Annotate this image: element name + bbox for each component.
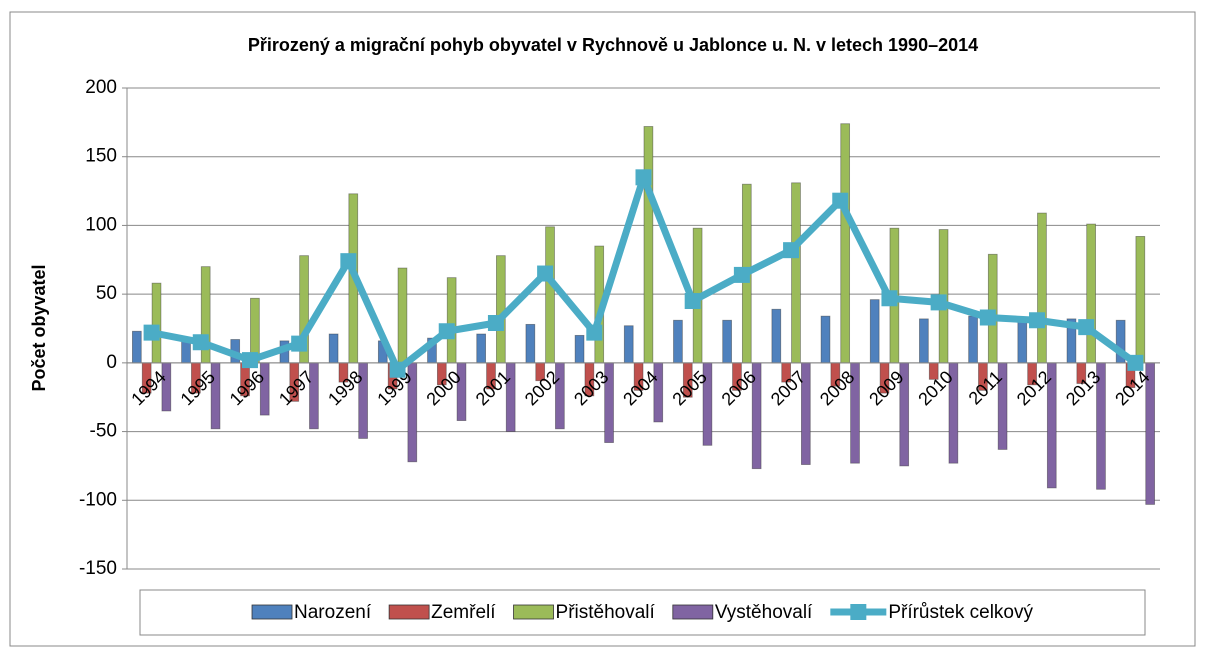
line-marker <box>881 290 898 307</box>
chart-title: Přirozený a migrační pohyb obyvatel v Ry… <box>248 35 978 55</box>
legend-label: Narození <box>294 602 372 623</box>
bar <box>259 362 270 416</box>
y-tick-label: 50 <box>96 283 117 304</box>
line-marker <box>1127 354 1144 371</box>
bar <box>328 333 339 364</box>
bar <box>505 362 516 432</box>
bar <box>673 319 683 364</box>
legend-item: Přistěhovalí <box>513 602 656 623</box>
bar <box>446 277 457 364</box>
legend-label: Přírůstek celkový <box>888 602 1033 623</box>
line-marker <box>143 324 160 341</box>
line-marker <box>586 324 603 341</box>
legend-label: Zemřelí <box>431 602 496 623</box>
bar <box>496 255 506 364</box>
bar <box>791 182 801 364</box>
line-marker <box>930 294 947 311</box>
bar <box>397 267 408 364</box>
legend-key <box>513 604 554 620</box>
line-marker <box>733 266 750 283</box>
y-tick-label: 200 <box>85 77 117 98</box>
legend-key <box>672 604 714 620</box>
bar <box>771 308 782 364</box>
line-marker <box>832 192 849 209</box>
legend-item: Vystěhovalí <box>672 602 813 623</box>
y-axis-label: Počet obyvatel <box>29 264 49 391</box>
y-tick-label: 150 <box>85 146 117 167</box>
bar <box>574 334 585 364</box>
bar <box>840 123 851 364</box>
y-tick-label: -50 <box>90 421 117 442</box>
line-marker <box>389 361 406 378</box>
bar <box>132 330 142 364</box>
y-tick-label: -100 <box>79 489 117 510</box>
y-tick-label: 0 <box>106 352 117 373</box>
y-tick-label: 100 <box>85 214 117 235</box>
bar <box>210 362 221 430</box>
legend: Narození Zemřelí Přistěhovalí Vystěhovalí Př… <box>139 589 1146 636</box>
legend-label: Vystěhovalí <box>715 602 813 623</box>
line-marker <box>192 334 209 351</box>
bar <box>1037 212 1047 364</box>
legend-item: Zemřelí <box>388 602 496 623</box>
line-marker <box>979 309 996 326</box>
bar <box>1135 236 1146 364</box>
line-marker <box>783 242 800 259</box>
bar <box>309 362 319 430</box>
bar <box>151 282 162 364</box>
line-marker <box>537 265 554 282</box>
line-marker <box>684 293 701 310</box>
line-marker <box>1078 319 1095 336</box>
bar <box>968 315 978 364</box>
line-marker <box>438 323 455 340</box>
y-tick-label: -150 <box>79 558 117 579</box>
bar <box>653 362 664 423</box>
line-marker <box>340 253 357 270</box>
bar <box>820 315 831 364</box>
bar <box>643 126 654 364</box>
line-marker <box>1029 312 1046 329</box>
bar <box>987 253 998 364</box>
bar <box>476 333 486 364</box>
bar <box>869 299 880 364</box>
bar <box>722 319 732 364</box>
bar <box>623 325 634 364</box>
bar <box>555 362 565 430</box>
legend-label: Přistěhovalí <box>556 602 656 623</box>
line-marker <box>241 352 258 369</box>
line-marker <box>487 315 504 332</box>
legend-box <box>139 589 1146 636</box>
bar <box>919 318 929 364</box>
bar <box>1017 317 1028 364</box>
legend-item: Přírůstek celkový <box>830 602 1033 623</box>
bar <box>456 362 467 421</box>
legend-key <box>388 604 430 620</box>
bar <box>525 323 536 364</box>
bar <box>545 226 555 364</box>
bar <box>1086 223 1096 364</box>
line-marker <box>291 335 308 352</box>
legend-key <box>251 604 293 620</box>
bar <box>358 362 368 439</box>
legend-key-marker <box>850 604 867 620</box>
legend-item: Narození <box>251 602 372 623</box>
line-marker <box>635 169 652 186</box>
